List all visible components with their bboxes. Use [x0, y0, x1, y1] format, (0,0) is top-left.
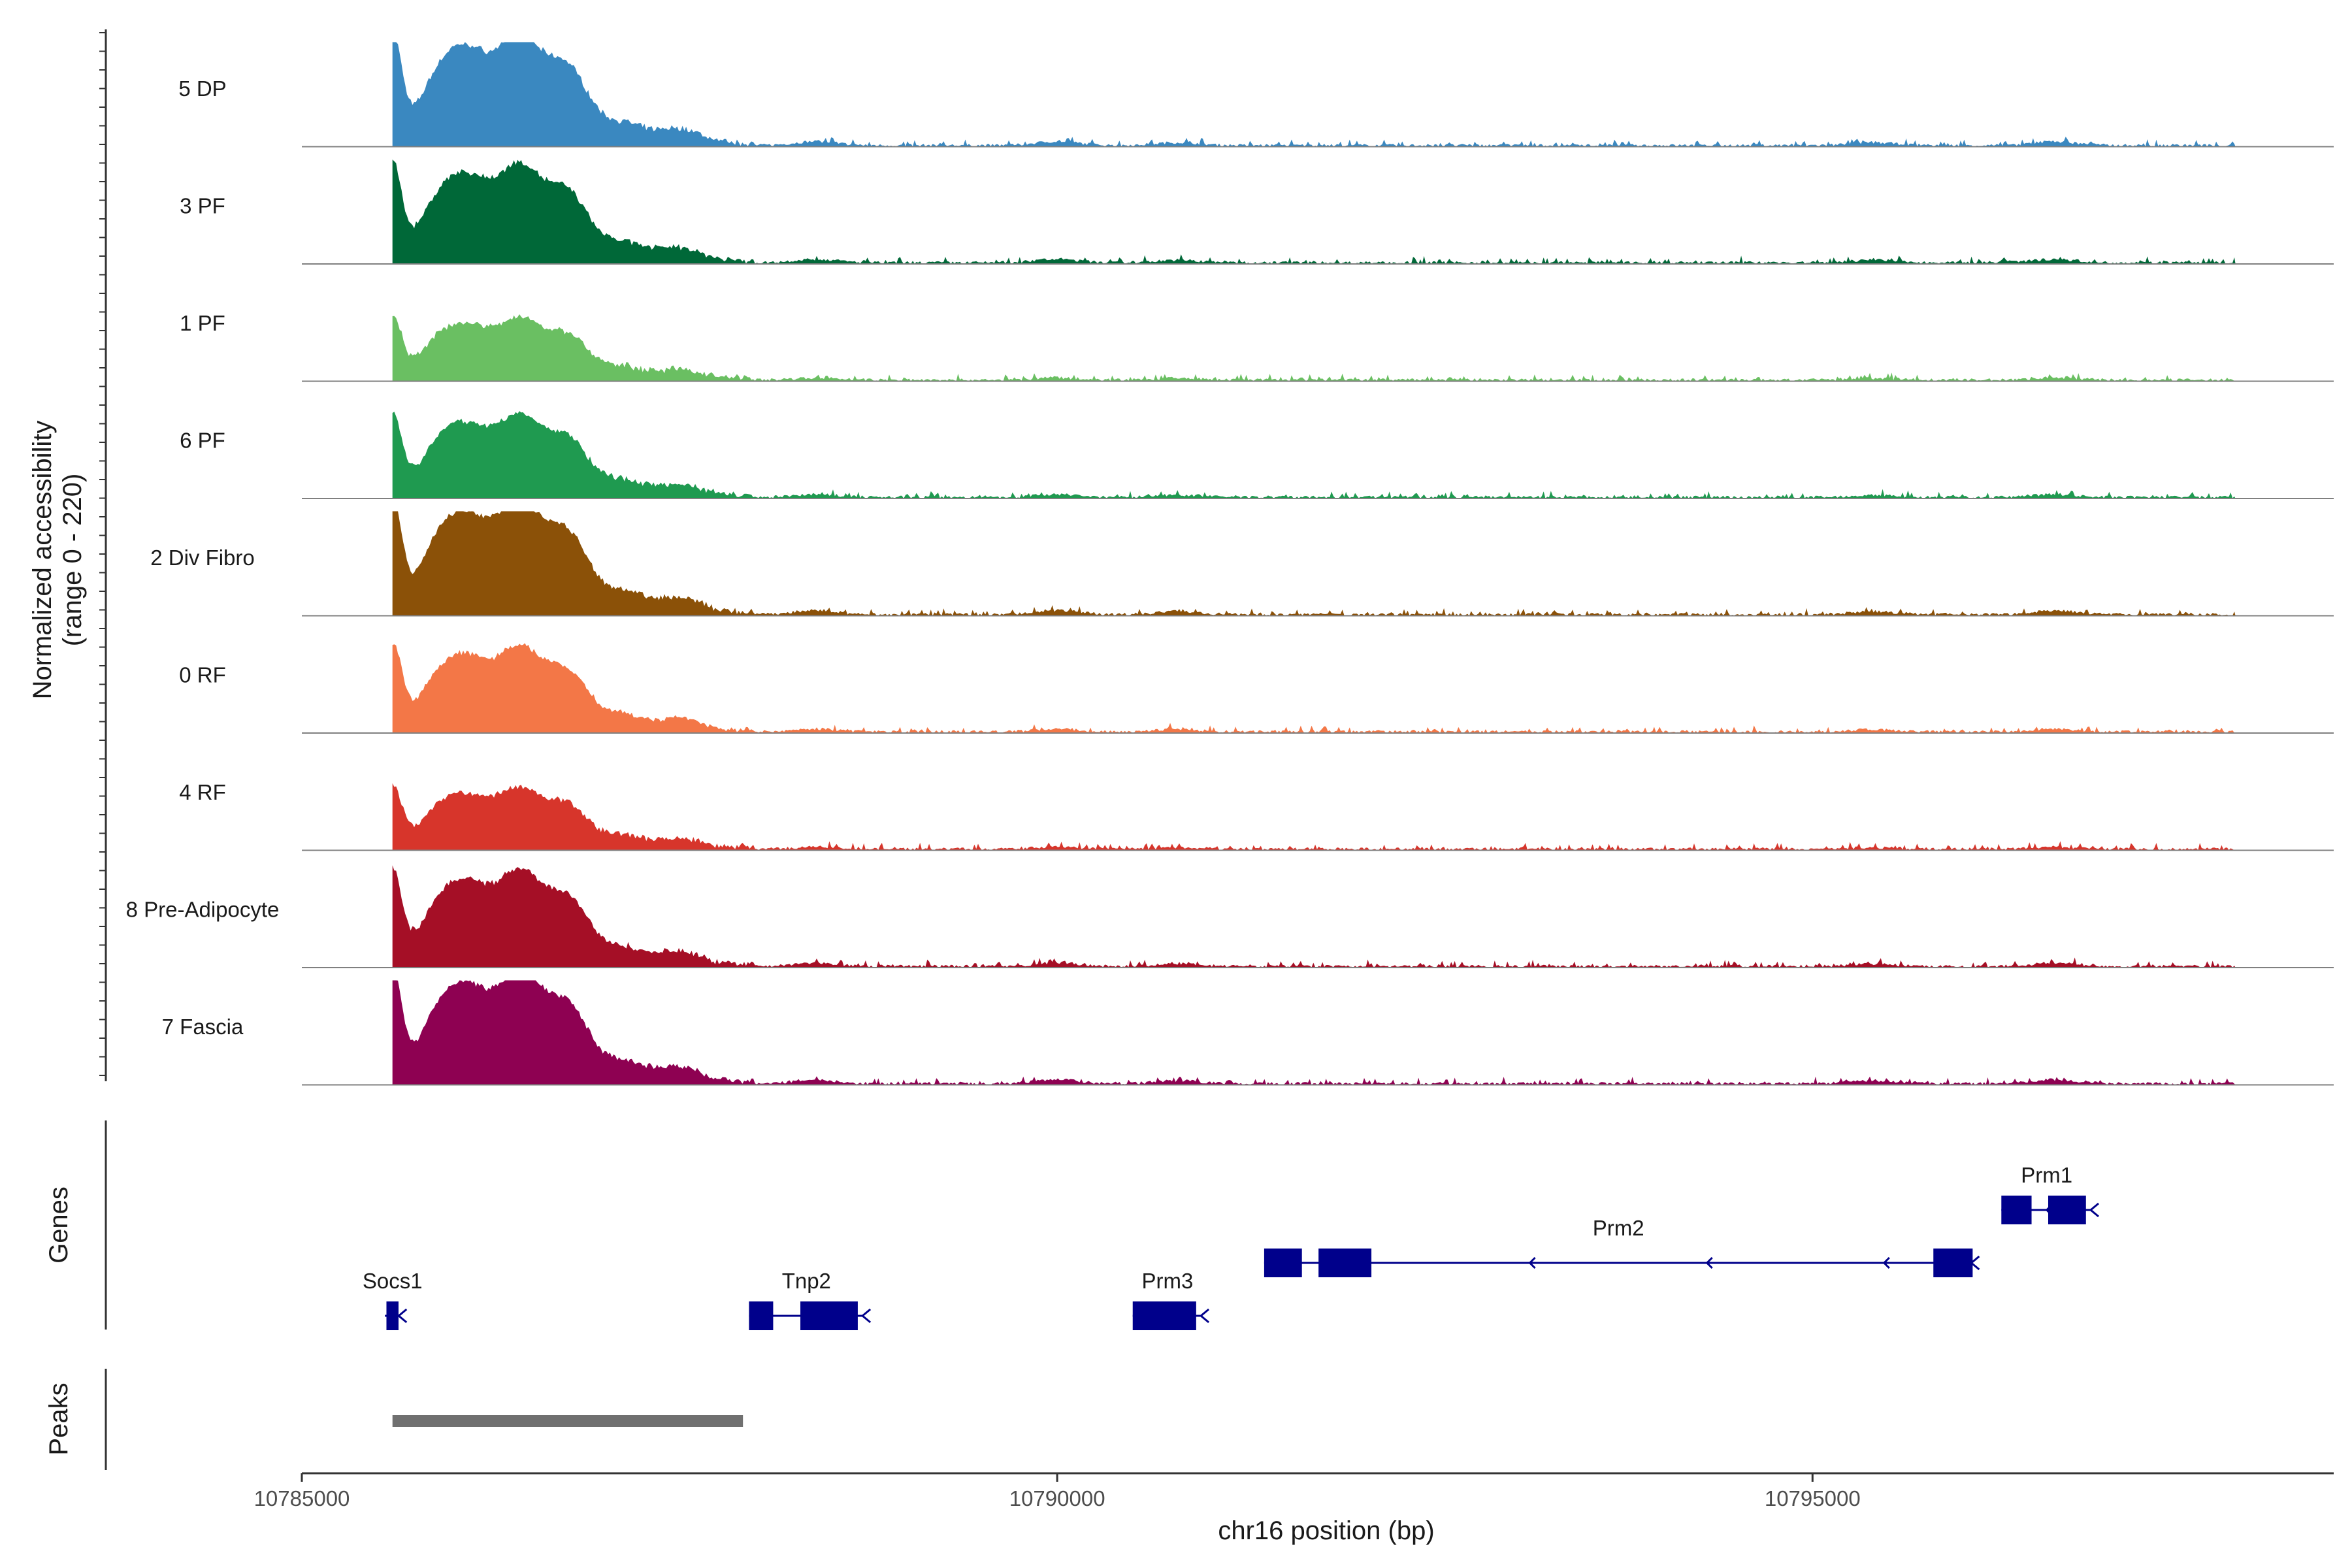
strand-arrow: [1882, 1256, 1890, 1269]
coverage-area-3-pf: [392, 159, 2236, 264]
coverage-area-7-fascia: [392, 980, 2236, 1085]
coverage-area-5-dp: [392, 42, 2236, 147]
coverage-area-1-pf: [392, 314, 2236, 382]
track-4-rf: 4 RF: [179, 780, 2334, 851]
strand-arrow: [1528, 1256, 1536, 1269]
gene-prm2: Prm2: [1264, 1216, 1980, 1277]
strand-end-arrow: [1199, 1308, 1210, 1324]
gene-exon: [1318, 1249, 1372, 1277]
accessibility-y-axis: Normalized accessibility (range 0 - 220): [28, 29, 107, 1081]
track-0-rf: 0 RF: [179, 643, 2334, 734]
gene-label: Prm3: [1142, 1269, 1194, 1293]
peaks-panel-label: Peaks: [44, 1382, 73, 1455]
track-7-fascia: 7 Fascia: [162, 980, 2334, 1086]
gene-prm1: Prm1: [2001, 1163, 2100, 1224]
gene-label: Prm2: [1593, 1216, 1644, 1240]
coverage-area-2-div-fibro: [392, 511, 2236, 616]
coverage-area-8-pre-adipocyte: [392, 865, 2236, 968]
track-1-pf: 1 PF: [180, 311, 2334, 382]
track-label: 8 Pre-Adipocyte: [126, 897, 280, 921]
x-axis-title: chr16 position (bp): [1218, 1516, 1434, 1545]
coverage-area-0-rf: [392, 643, 2236, 733]
coverage-area-6-pf: [392, 411, 2236, 498]
strand-end-arrow: [397, 1308, 408, 1324]
track-label: 2 Div Fibro: [150, 546, 255, 570]
strand-end-arrow: [2089, 1202, 2100, 1218]
gene-exon: [1132, 1301, 1196, 1330]
track-label: 1 PF: [180, 311, 225, 335]
gene-label: Socs1: [363, 1269, 423, 1293]
track-3-pf: 3 PF: [180, 159, 2334, 265]
peaks-panel: Peaks: [44, 1369, 743, 1470]
x-axis: 10785000 10790000 10795000 chr16 position …: [254, 1472, 2334, 1545]
gene-exon: [749, 1301, 774, 1330]
gene-socs1: Socs1: [363, 1269, 423, 1330]
gene-exon: [2001, 1196, 2032, 1224]
track-label: 0 RF: [179, 662, 226, 687]
gene-exon: [1933, 1249, 1973, 1277]
track-label: 5 DP: [178, 76, 226, 101]
gene-exon: [2048, 1196, 2086, 1224]
strand-end-arrow: [860, 1308, 872, 1324]
coverage-tracks: 5 DP 3 PF 1 PF 6 PF 2 Div Fibro 0 RF 4 RF 8 Pre…: [126, 42, 2334, 1086]
y-axis-title-line1: Normalized accessibility: [28, 421, 57, 700]
y-axis-title-line2: (range 0 - 220): [58, 474, 87, 647]
gene-exon: [800, 1301, 858, 1330]
track-5-dp: 5 DP: [178, 42, 2334, 148]
gene-prm3: Prm3: [1132, 1269, 1210, 1330]
x-tick-label: 10795000: [1765, 1486, 1861, 1511]
x-tick-label: 10790000: [1009, 1486, 1105, 1511]
gene-tnp2: Tnp2: [749, 1269, 872, 1330]
genes-panel-label: Genes: [44, 1186, 73, 1264]
coverage-area-4-rf: [392, 783, 2236, 851]
gene-label: Tnp2: [782, 1269, 831, 1293]
track-2-div-fibro: 2 Div Fibro: [150, 511, 2334, 617]
gene-label: Prm1: [2021, 1163, 2072, 1187]
genes-panel: Genes Socs1 Tnp2 Prm3 Prm2 Prm1: [44, 1120, 2100, 1330]
strand-arrow: [1705, 1256, 1713, 1269]
gene-exon: [1264, 1249, 1302, 1277]
gene-exon: [386, 1301, 399, 1330]
track-label: 3 PF: [180, 193, 225, 218]
track-label: 4 RF: [179, 780, 226, 804]
track-8-pre-adipocyte: 8 Pre-Adipocyte: [126, 865, 2334, 968]
track-6-pf: 6 PF: [180, 411, 2334, 499]
x-tick-label: 10785000: [254, 1486, 350, 1511]
track-label: 6 PF: [180, 428, 225, 452]
track-label: 7 Fascia: [162, 1015, 244, 1039]
peak-bar: [392, 1415, 743, 1427]
